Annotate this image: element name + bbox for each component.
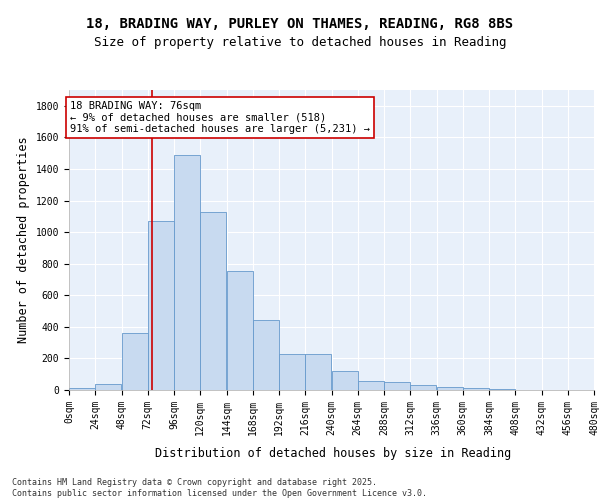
Bar — [384, 382, 410, 390]
Text: 18 BRADING WAY: 76sqm
← 9% of detached houses are smaller (518)
91% of semi-deta: 18 BRADING WAY: 76sqm ← 9% of detached h… — [70, 101, 370, 134]
Bar — [122, 333, 148, 390]
Text: 18, BRADING WAY, PURLEY ON THAMES, READING, RG8 8BS: 18, BRADING WAY, PURLEY ON THAMES, READI… — [86, 18, 514, 32]
Bar — [332, 371, 358, 390]
Bar — [148, 221, 174, 390]
Bar — [174, 154, 200, 390]
Text: Distribution of detached houses by size in Reading: Distribution of detached houses by size … — [155, 448, 511, 460]
Bar — [95, 384, 121, 390]
Bar — [253, 320, 279, 390]
Bar — [437, 387, 463, 390]
Bar — [69, 388, 95, 390]
Bar — [489, 389, 515, 390]
Text: Contains HM Land Registry data © Crown copyright and database right 2025.
Contai: Contains HM Land Registry data © Crown c… — [12, 478, 427, 498]
Y-axis label: Number of detached properties: Number of detached properties — [17, 136, 30, 344]
Bar — [358, 382, 384, 390]
Text: Size of property relative to detached houses in Reading: Size of property relative to detached ho… — [94, 36, 506, 49]
Bar — [227, 271, 253, 390]
Bar — [279, 354, 305, 390]
Bar — [305, 354, 331, 390]
Bar — [410, 386, 436, 390]
Bar — [463, 388, 489, 390]
Bar — [200, 212, 226, 390]
